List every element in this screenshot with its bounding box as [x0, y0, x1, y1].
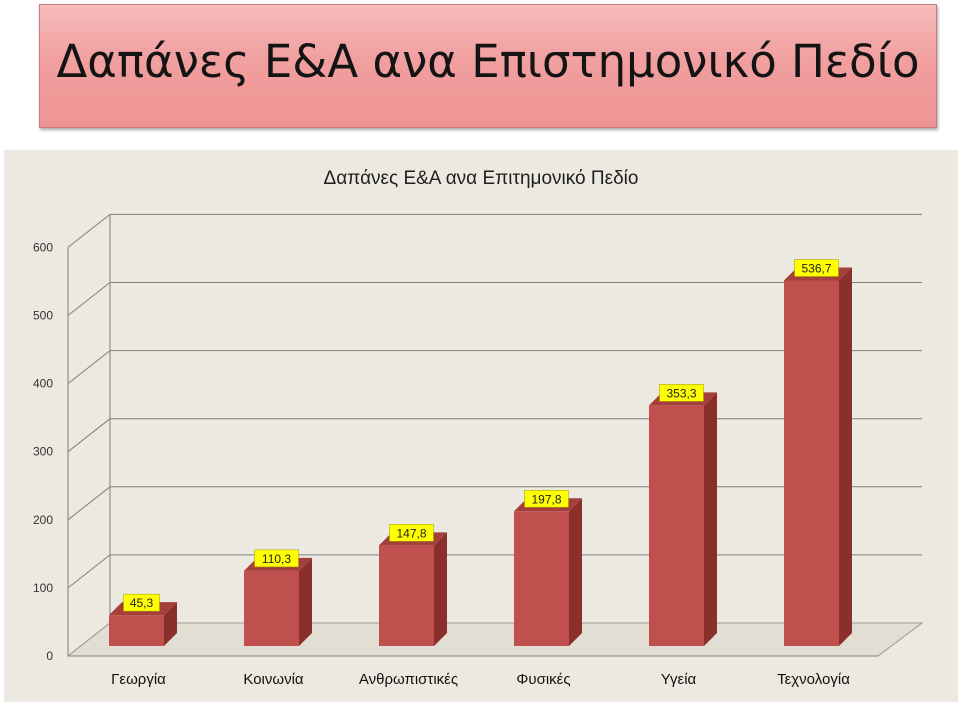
bar-front: [379, 545, 434, 646]
data-label: 197,8: [524, 490, 569, 508]
data-label: 110,3: [254, 549, 299, 568]
data-label-text: 147,8: [396, 526, 426, 540]
y-tick-label: 600: [33, 240, 53, 254]
bar-side: [299, 557, 312, 646]
bar-side: [839, 267, 852, 646]
y-tick-label: 500: [33, 309, 53, 323]
bar: [514, 498, 582, 646]
bar-side: [704, 392, 717, 646]
gridline-side: [67, 418, 111, 453]
chart-bars: [109, 267, 852, 646]
bar-front: [649, 405, 704, 646]
data-label-box: [659, 384, 704, 402]
x-tick-label: Τεχνολογία: [777, 671, 850, 688]
y-tick-label: 0: [46, 649, 53, 663]
gridline-side: [67, 554, 111, 589]
x-tick-label: Φυσικές: [516, 671, 570, 688]
x-tick-label: Υγεία: [661, 671, 697, 688]
chart-data-labels: 45,3 110,3 147,8 197,8 353,3 536,7: [123, 259, 839, 612]
data-label: 353,3: [659, 384, 704, 402]
bar: [649, 392, 717, 646]
data-label: 147,8: [389, 524, 434, 542]
y-tick-label: 100: [33, 581, 53, 595]
bar: [784, 267, 852, 646]
gridline-side: [67, 350, 111, 384]
bar: [244, 557, 312, 646]
data-label-text: 45,3: [130, 596, 154, 610]
bar: [379, 532, 447, 646]
y-axis-ticks: 0 100 200 300 400 500 600: [33, 240, 53, 663]
data-label-text: 197,8: [531, 492, 561, 506]
data-label-box: [389, 524, 434, 542]
x-axis-ticks: Γεωργία Κοινωνία Ανθρωπιστικές Φυσικές Υγεία…: [111, 671, 850, 688]
bar-front: [784, 280, 839, 646]
data-label-text: 536,7: [801, 262, 831, 276]
data-label-box: [123, 593, 160, 612]
data-label-box: [524, 490, 569, 508]
data-label-box: [254, 549, 299, 568]
slide-title: Δαπάνες Ε&Α ανα Επιστημονικό Πεδίο: [56, 35, 920, 88]
bar-front: [244, 570, 299, 646]
bar-front: [109, 615, 164, 646]
x-tick-label: Ανθρωπιστικές: [359, 671, 458, 688]
gridline-side: [67, 486, 111, 521]
bar-side: [569, 498, 582, 646]
data-label: 536,7: [794, 259, 839, 277]
bar: [109, 602, 177, 646]
bar-side: [164, 602, 177, 646]
data-label-text: 353,3: [666, 386, 696, 400]
gridline-side: [67, 282, 111, 316]
gridline-side: [67, 214, 111, 248]
y-tick-label: 300: [33, 445, 53, 459]
x-tick-label: Κοινωνία: [243, 671, 304, 688]
y-tick-label: 200: [33, 513, 53, 527]
y-tick-label: 400: [33, 377, 53, 391]
x-tick-label: Γεωργία: [111, 671, 166, 688]
chart-title: Δαπάνες Ε&Α ανα Επιτημονικό Πεδίο: [324, 168, 639, 189]
slide-title-box: Δαπάνες Ε&Α ανα Επιστημονικό Πεδίο: [39, 4, 937, 128]
bar-side: [434, 532, 447, 646]
data-label-box: [794, 259, 839, 277]
data-label: 45,3: [123, 593, 160, 612]
data-label-text: 110,3: [262, 552, 291, 566]
bar-front: [514, 511, 569, 646]
